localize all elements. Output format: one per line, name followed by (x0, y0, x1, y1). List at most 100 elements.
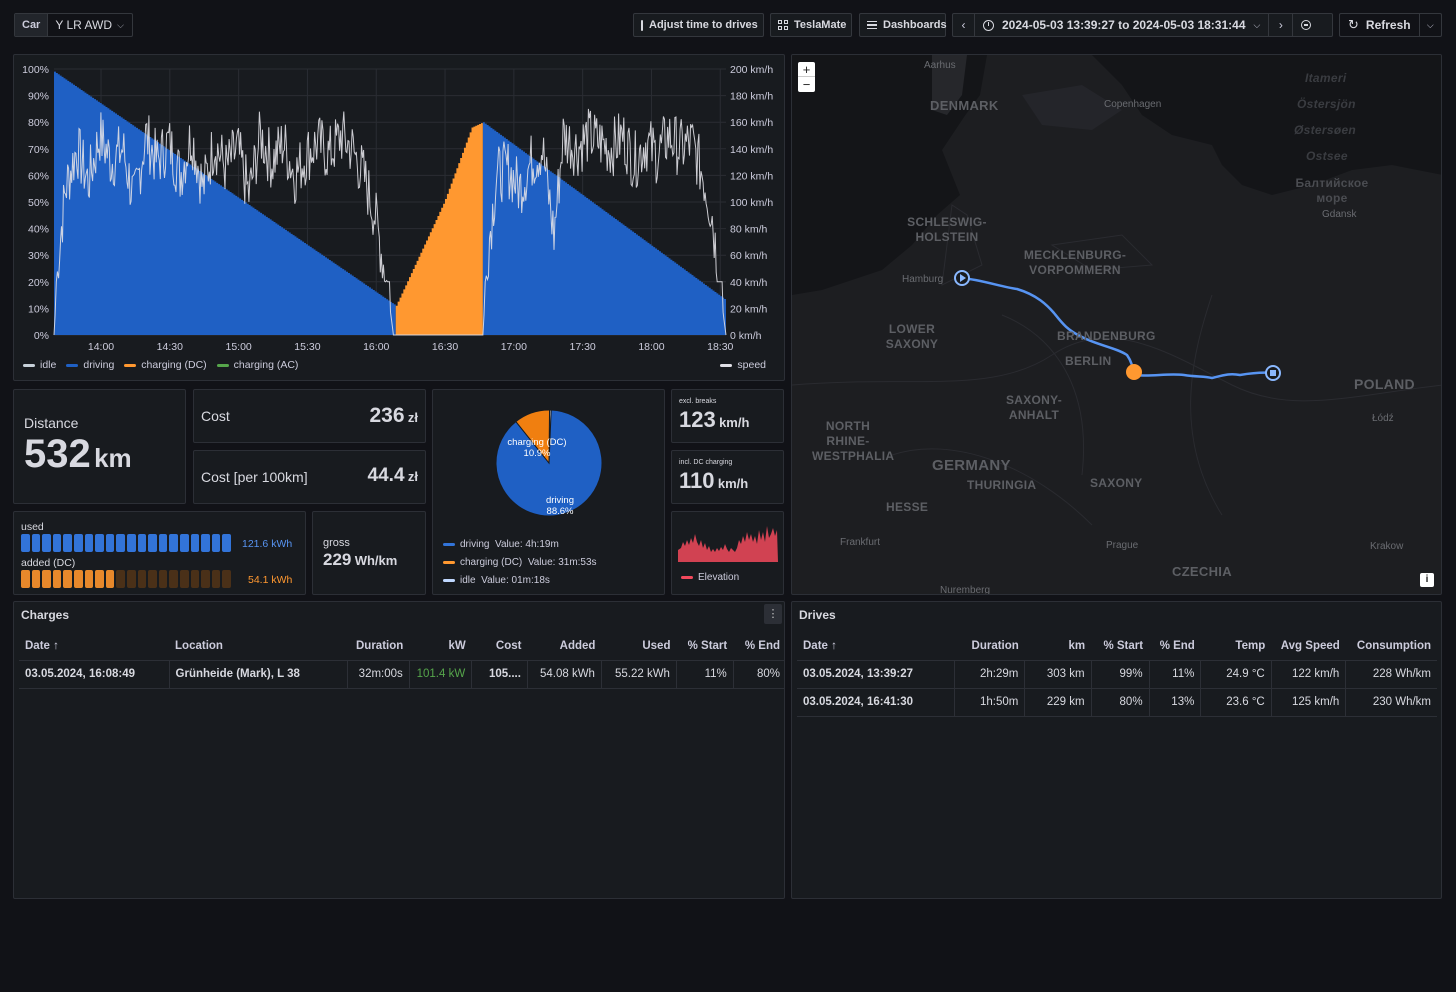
map-zoom-controls: + − (798, 62, 815, 92)
y-right-tick: 200 km/h (730, 64, 773, 76)
route-map-panel: DENMARK SCHLESWIG- HOLSTEIN MECKLENBURG-… (791, 54, 1442, 595)
y-left-tick: 10% (28, 303, 49, 315)
teslamate-button[interactable]: TeslaMate (770, 13, 852, 37)
col-duration[interactable]: Duration (347, 632, 410, 661)
col-start[interactable]: % Start (1091, 632, 1150, 661)
col-used[interactable]: Used (601, 632, 677, 661)
charge-start: 11% (676, 660, 734, 689)
drive-date-link[interactable]: 03.05.2024, 16:41:30 (797, 688, 955, 717)
used-gauge (21, 534, 231, 552)
added-label: added (DC) (21, 557, 76, 569)
col-date[interactable]: Date ↑ (797, 632, 955, 661)
y-left-tick: 80% (28, 117, 49, 129)
city-label: Aarhus (924, 60, 956, 71)
gauge-cell (190, 534, 200, 552)
clock-icon (983, 19, 994, 31)
col-avg-speed[interactable]: Avg Speed (1271, 632, 1346, 661)
col-duration[interactable]: Duration (954, 632, 1025, 661)
refresh-interval-dropdown[interactable]: ⌵ (1420, 20, 1441, 31)
gauge-cell (31, 534, 41, 552)
cost-per-100km-panel: Cost [per 100km] 44.4 zł (193, 450, 426, 504)
gauge-cell (73, 570, 83, 588)
col-end[interactable]: % End (1149, 632, 1201, 661)
col-date[interactable]: Date ↑ (19, 632, 170, 661)
y-left-tick: 0% (34, 330, 49, 342)
drive-start: 99% (1091, 660, 1150, 689)
cost-panel: Cost 236 zł (193, 389, 426, 443)
menu-icon (867, 20, 877, 30)
car-selector[interactable]: Car Y LR AWD ⌵ (14, 13, 133, 37)
gauge-cell (211, 570, 221, 588)
gauge-cell (52, 534, 62, 552)
dashboards-label: Dashboards (883, 19, 947, 31)
charge-date-link[interactable]: 03.05.2024, 16:08:49 (19, 660, 170, 689)
sea-label: Østersøen (1294, 123, 1357, 137)
map-attribution-button[interactable]: i (1420, 573, 1434, 587)
drive-km: 303 km (1024, 660, 1092, 689)
apps-icon (778, 20, 788, 30)
city-label: Frankfurt (840, 537, 881, 548)
elevation-legend[interactable]: Elevation (681, 572, 739, 583)
used-label: used (21, 521, 44, 533)
charge-cost-link[interactable]: 105.... (471, 660, 528, 689)
excl-breaks-value: 123 km/h (679, 407, 750, 432)
legend-item-speed[interactable]: speed (720, 359, 766, 371)
y-left-tick: 100% (22, 64, 49, 76)
time-range-group: ‹ 2024-05-03 13:39:27 to 2024-05-03 18:3… (952, 13, 1333, 37)
col-kw[interactable]: kW (409, 632, 472, 661)
pie-label-driving: driving 88.6% (546, 495, 574, 517)
gauge-cell (169, 570, 178, 588)
gauge-cell (201, 534, 210, 552)
gauge-cell (148, 570, 157, 588)
time-forward-button[interactable]: › (1269, 14, 1294, 36)
map-zoom-in-button[interactable]: + (798, 62, 815, 77)
col-cost[interactable]: Cost (471, 632, 528, 661)
car-value: Y LR AWD (55, 18, 113, 32)
used-value: 121.6 kWh (242, 538, 293, 550)
legend-item-charging-dc[interactable]: charging (DC) (124, 359, 207, 371)
legend-item-driving[interactable]: driving (66, 359, 114, 371)
charge-location-link[interactable]: Grünheide (Mark), L 38 (169, 660, 348, 689)
dashboards-button[interactable]: Dashboards (859, 13, 947, 37)
pie-legend-driving[interactable]: driving Value: 4h:19m (443, 536, 597, 554)
gauge-cell (84, 570, 94, 588)
legend-item-idle[interactable]: idle (23, 359, 56, 371)
col-start[interactable]: % Start (676, 632, 734, 661)
drive-duration: 2h:29m (954, 660, 1026, 689)
region-label: THURINGIA (967, 478, 1037, 492)
drive-end: 11% (1149, 660, 1202, 689)
adjust-time-button[interactable]: Adjust time to drives (633, 13, 764, 37)
time-range-picker[interactable]: 2024-05-03 13:39:27 to 2024-05-03 18:31:… (975, 14, 1270, 36)
gauge-cell (105, 534, 115, 552)
speed-excl-breaks-panel: excl. breaks 123 km/h (671, 389, 784, 443)
col-consumption[interactable]: Consumption (1345, 632, 1437, 661)
pie-legend-charging-dc[interactable]: charging (DC) Value: 31m:53s (443, 554, 597, 572)
sort-asc-icon: ↑ (831, 639, 837, 652)
legend-item-charging-ac[interactable]: charging (AC) (216, 359, 298, 371)
pie-legend: driving Value: 4h:19m charging (DC) Valu… (443, 536, 597, 590)
adjust-time-label: Adjust time to drives (649, 19, 758, 31)
speed-incl-charging-panel: incl. DC charging 110 km/h (671, 450, 784, 504)
gauge-cell (211, 534, 221, 552)
col-added[interactable]: Added (527, 632, 602, 661)
drive-date-link[interactable]: 03.05.2024, 13:39:27 (797, 660, 955, 689)
col-location[interactable]: Location (169, 632, 348, 661)
map-zoom-out-button[interactable]: − (802, 77, 811, 92)
gauge-cell (95, 570, 104, 588)
gauge-cell (169, 534, 178, 552)
col-end[interactable]: % End (733, 632, 784, 661)
time-pie-panel: charging (DC) 10.9% driving 88.6% driving … (432, 389, 665, 595)
pie-legend-idle[interactable]: idle Value: 01m:18s (443, 572, 597, 590)
gauge-cell (63, 570, 72, 588)
panel-menu-button[interactable]: ⋮ (764, 604, 782, 624)
time-back-button[interactable]: ‹ (953, 14, 975, 36)
refresh-button[interactable]: ↻ Refresh (1340, 14, 1420, 36)
region-label: LOWER SAXONY (885, 322, 939, 351)
x-tick: 17:00 (501, 341, 527, 353)
table-row: 03.05.2024, 16:41:30 1h:50m 229 km 80% 1… (797, 688, 1437, 717)
gross-consumption-panel: gross 229 Wh/km (312, 511, 426, 595)
city-label: Gdansk (1322, 209, 1357, 220)
zoom-out-time-button[interactable] (1293, 14, 1319, 36)
col-temp[interactable]: Temp (1200, 632, 1272, 661)
col-km[interactable]: km (1024, 632, 1092, 661)
